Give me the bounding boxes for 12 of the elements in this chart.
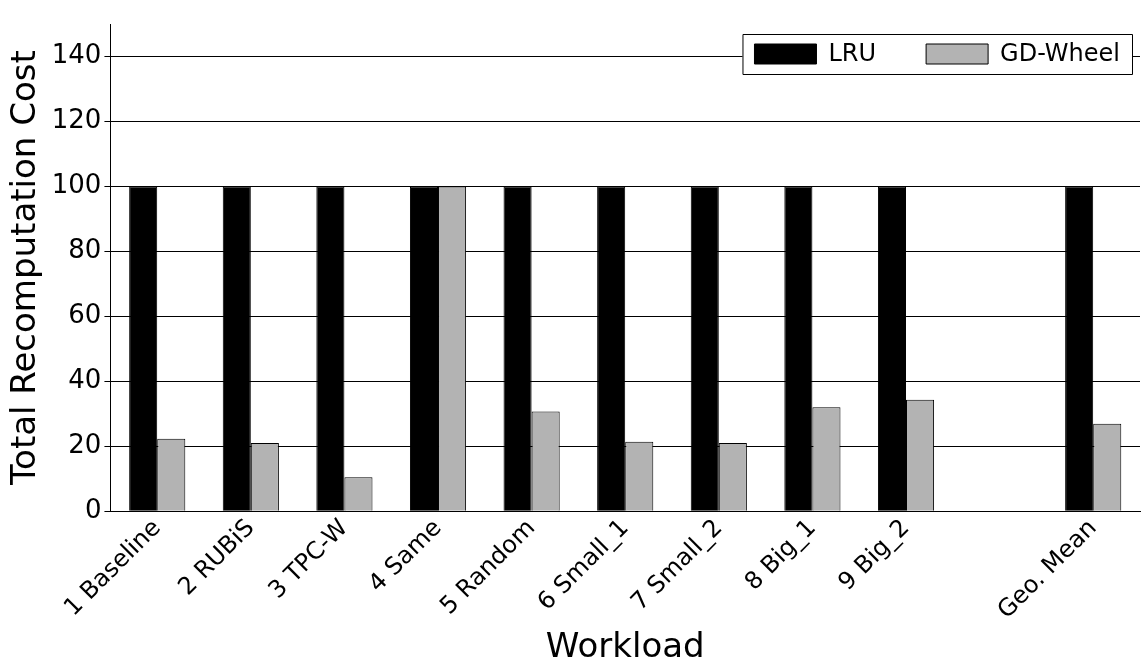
x-axis-title: Workload bbox=[545, 625, 705, 666]
legend-label: GD-Wheel bbox=[1000, 39, 1120, 68]
y-tick-label: 80 bbox=[68, 234, 102, 265]
legend-label: LRU bbox=[828, 39, 877, 68]
y-tick-label: 120 bbox=[51, 104, 102, 135]
y-axis-title: Total Recomputation Cost bbox=[3, 50, 44, 486]
y-tick-label: 0 bbox=[84, 493, 102, 524]
y-tick-label: 20 bbox=[68, 428, 102, 459]
y-tick-label: 100 bbox=[51, 169, 102, 200]
y-tick-label: 140 bbox=[51, 39, 102, 70]
y-tick-label: 60 bbox=[68, 299, 102, 330]
y-tick-label: 40 bbox=[68, 363, 102, 394]
